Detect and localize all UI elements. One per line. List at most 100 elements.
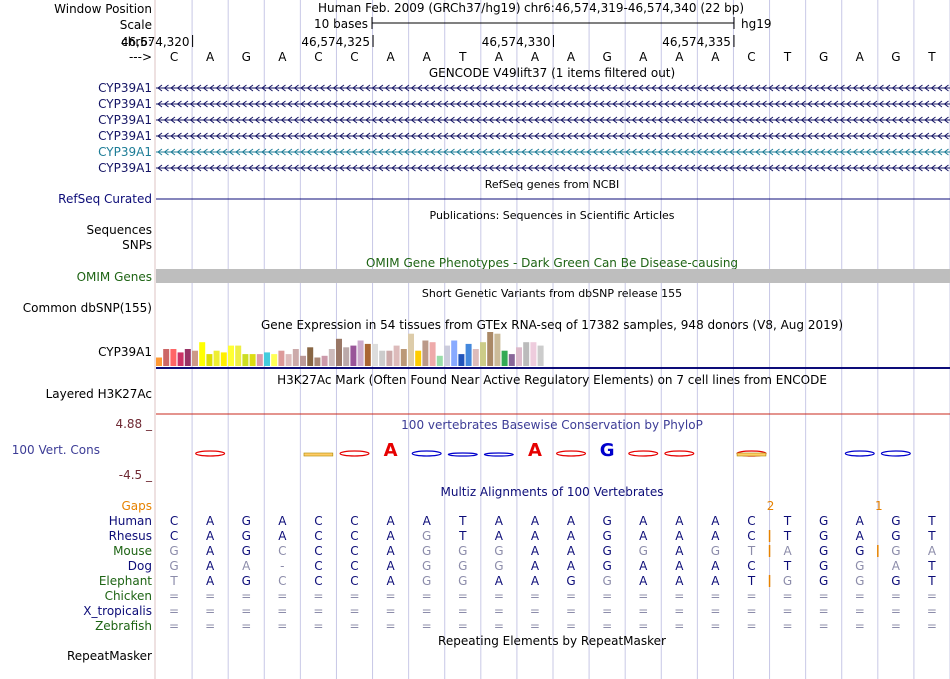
gtex-tissue-bar[interactable] xyxy=(501,350,508,366)
gtex-tissue-bar[interactable] xyxy=(408,333,414,366)
gtex-tissue-bar[interactable] xyxy=(321,355,328,366)
gtex-tissue-bar[interactable] xyxy=(508,354,515,366)
gtex-tissue-bar[interactable] xyxy=(537,345,544,366)
gtex-track-label[interactable]: CYP39A1 xyxy=(98,345,152,359)
alignment-base: T xyxy=(747,574,756,588)
species-label[interactable]: Chicken xyxy=(105,589,152,603)
gtex-tissue-bar[interactable] xyxy=(184,349,191,366)
species-label[interactable]: Dog xyxy=(128,559,152,573)
gtex-tissue-bar[interactable] xyxy=(177,352,184,366)
gtex-tissue-bar[interactable] xyxy=(436,355,443,366)
omim-gene-bar[interactable] xyxy=(156,269,950,283)
gtex-tissue-bar[interactable] xyxy=(523,342,530,366)
gencode-transcript-label[interactable]: CYP39A1 xyxy=(98,129,152,143)
gtex-tissue-bar[interactable] xyxy=(163,349,170,366)
gtex-tissue-bar[interactable] xyxy=(278,350,285,366)
gtex-tissue-bar[interactable] xyxy=(480,342,486,366)
gtex-tissue-bar[interactable] xyxy=(429,342,436,366)
gtex-tissue-bar[interactable] xyxy=(422,340,429,367)
gtex-tissue-bar[interactable] xyxy=(328,349,335,366)
gtex-tissue-bar[interactable] xyxy=(530,342,537,366)
gtex-tissue-bar[interactable] xyxy=(393,345,400,366)
phylop-small-letter xyxy=(483,452,514,457)
species-label[interactable]: Human xyxy=(109,514,152,528)
gtex-tissue-bar[interactable] xyxy=(350,345,357,366)
gencode-transcript-label[interactable]: CYP39A1 xyxy=(98,81,152,95)
omim-track-label[interactable]: OMIM Genes xyxy=(77,270,152,284)
gtex-tissue-bar[interactable] xyxy=(271,354,278,366)
gtex-tissue-bar[interactable] xyxy=(307,347,314,366)
gtex-tissue-bar[interactable] xyxy=(249,354,256,366)
gtex-tissue-bar[interactable] xyxy=(494,333,501,366)
gencode-transcript-label[interactable]: CYP39A1 xyxy=(98,161,152,175)
species-label[interactable]: Zebrafish xyxy=(95,619,152,633)
gtex-tissue-bar[interactable] xyxy=(336,338,342,366)
gencode-transcript-label[interactable]: CYP39A1 xyxy=(98,113,152,127)
alignment-base: T xyxy=(783,559,792,573)
gtex-tissue-bar[interactable] xyxy=(235,345,242,366)
gtex-tissue-bar[interactable] xyxy=(170,349,177,366)
gtex-tissue-bar[interactable] xyxy=(372,343,378,366)
publications-sequences-label[interactable]: Sequences xyxy=(87,223,152,237)
publications-snps-label[interactable]: SNPs xyxy=(122,238,152,252)
phylop-letter[interactable]: G xyxy=(600,440,615,461)
gtex-tissue-bar[interactable] xyxy=(487,332,494,366)
phylop-letter[interactable]: A xyxy=(528,440,542,461)
repeatmasker-track-label[interactable]: RepeatMasker xyxy=(67,649,152,663)
base-gridlines xyxy=(191,0,950,679)
gtex-tissue-bar[interactable] xyxy=(415,350,422,366)
gtex-tissue-bar[interactable] xyxy=(213,350,220,366)
gtex-tissue-bar[interactable] xyxy=(516,347,522,366)
gtex-tissue-bar[interactable] xyxy=(400,349,407,366)
alignment-base: A xyxy=(711,574,720,588)
alignment-base: G xyxy=(602,559,611,573)
gtex-tissue-bar[interactable] xyxy=(300,355,306,366)
gtex-tissue-bar[interactable] xyxy=(228,345,234,366)
alignment-base: G xyxy=(169,559,178,573)
phylop-track-label[interactable]: 100 Vert. Cons xyxy=(12,443,100,457)
gtex-tissue-bar[interactable] xyxy=(206,354,213,366)
species-label[interactable]: X_tropicalis xyxy=(83,604,152,618)
gencode-track[interactable]: CYP39A1 CYP39A1 CYP39A1 CYP39A1 CYP39A1 CYP39… xyxy=(98,81,950,175)
species-label[interactable]: Rhesus xyxy=(109,529,152,543)
refseq-track-label[interactable]: RefSeq Curated xyxy=(58,192,152,206)
gtex-tissue-bar[interactable] xyxy=(220,352,227,366)
dbsnp-track-label[interactable]: Common dbSNP(155) xyxy=(23,301,152,315)
gtex-tissue-bar[interactable] xyxy=(364,343,371,366)
gtex-tissue-bar[interactable] xyxy=(199,342,206,366)
species-label[interactable]: Mouse xyxy=(113,544,152,558)
alignment-base: C xyxy=(170,514,178,528)
gencode-transcript-label[interactable]: CYP39A1 xyxy=(98,97,152,111)
gtex-tissue-bar[interactable] xyxy=(386,350,393,366)
h3k27ac-track-label[interactable]: Layered H3K27Ac xyxy=(46,387,152,401)
gtex-expression-chart[interactable] xyxy=(156,332,544,366)
species-label[interactable]: Elephant xyxy=(99,574,152,588)
gtex-tissue-bar[interactable] xyxy=(192,350,198,366)
gtex-tissue-bar[interactable] xyxy=(264,352,270,366)
gtex-tissue-bar[interactable] xyxy=(314,357,321,367)
gtex-tissue-bar[interactable] xyxy=(444,345,450,366)
gtex-tissue-bar[interactable] xyxy=(458,354,465,366)
gtex-tissue-bar[interactable] xyxy=(465,343,472,366)
gtex-tissue-bar[interactable] xyxy=(292,349,299,366)
multiz-gaps-label[interactable]: Gaps xyxy=(121,499,152,513)
gtex-tissue-bar[interactable] xyxy=(156,357,162,367)
gtex-tissue-bar[interactable] xyxy=(343,347,350,366)
gtex-tissue-bar[interactable] xyxy=(472,349,479,366)
gtex-tissue-bar[interactable] xyxy=(357,340,364,367)
alignment-base: G xyxy=(242,529,251,543)
alignment-base: = xyxy=(494,589,504,603)
gtex-tissue-bar[interactable] xyxy=(242,354,249,366)
gencode-transcript-label[interactable]: CYP39A1 xyxy=(98,145,152,159)
phylop-letter[interactable]: A xyxy=(384,440,398,461)
gtex-tissue-bar[interactable] xyxy=(285,354,292,366)
alignment-base: = xyxy=(710,589,720,603)
gtex-tissue-bar[interactable] xyxy=(451,340,458,367)
gtex-tissue-bar[interactable] xyxy=(256,354,263,366)
alignment-base: A xyxy=(386,574,395,588)
gtex-tissue-bar[interactable] xyxy=(379,350,386,366)
